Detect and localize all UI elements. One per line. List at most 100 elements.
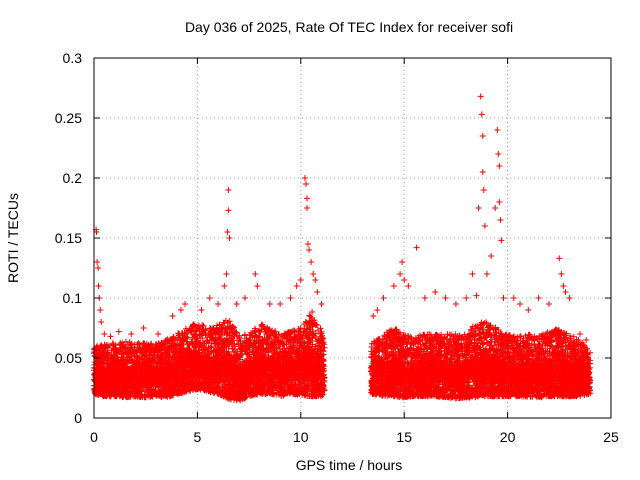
axis-ticks: 0 5 10 15 20 25 0 0.05 0.1 0.15 0.2 0.25 0.3 [55, 50, 619, 445]
roti-point [560, 283, 567, 289]
roti-point [405, 283, 412, 289]
roti-point [452, 301, 459, 307]
roti-point [308, 259, 315, 265]
roti-point [115, 328, 122, 335]
roti-point [525, 307, 532, 313]
roti-point [497, 217, 504, 223]
roti-point [483, 271, 490, 277]
roti-point [479, 169, 486, 175]
roti-point [287, 295, 294, 301]
roti-point [432, 289, 439, 295]
roti-point [421, 295, 428, 301]
roti-point [475, 205, 482, 211]
roti-point [500, 295, 507, 301]
roti-point [473, 292, 480, 299]
y-tick-label: 0.2 [63, 170, 83, 186]
roti-point [469, 271, 476, 277]
roti-point [498, 237, 505, 244]
roti-point [293, 283, 300, 289]
y-axis-label: ROTI / TECUs [5, 193, 21, 283]
data-points [93, 93, 590, 343]
x-tick-label: 15 [396, 429, 412, 445]
roti-point [390, 283, 397, 289]
roti-point [301, 175, 308, 181]
roti-point [94, 259, 101, 265]
roti-point [223, 271, 230, 277]
x-tick-label: 25 [603, 429, 619, 445]
roti-point [546, 301, 552, 307]
roti-point [177, 307, 184, 313]
roti-point [252, 271, 259, 277]
y-tick-label: 0.05 [55, 350, 82, 366]
roti-point [413, 244, 420, 251]
roti-point [480, 187, 487, 193]
roti-point [303, 181, 309, 187]
roti-point [182, 301, 188, 307]
roti-point [481, 223, 488, 229]
roti-point [463, 295, 470, 301]
x-tick-label: 5 [194, 429, 202, 445]
roti-point [95, 265, 102, 271]
roti-point [312, 277, 319, 283]
roti-point [215, 301, 222, 307]
roti-point [225, 187, 232, 193]
roti-point [479, 133, 486, 139]
x-tick-label: 20 [500, 429, 516, 445]
roti-point [233, 301, 240, 307]
roti-point [225, 207, 232, 214]
roti-point [306, 247, 313, 253]
y-tick-label: 0.1 [63, 290, 83, 306]
roti-point [224, 229, 231, 235]
roti-point [488, 253, 495, 259]
roti-point [517, 301, 523, 307]
roti-point [442, 295, 449, 301]
roti-point [399, 259, 406, 265]
roti-point [95, 283, 102, 289]
roti-point [310, 271, 317, 277]
chart-title: Day 036 of 2025, Rate Of TEC Index for r… [185, 19, 513, 35]
roti-point [305, 241, 311, 247]
roti-point [277, 301, 284, 307]
roti-point [556, 255, 563, 262]
roti-point [97, 307, 104, 313]
roti-point [566, 295, 573, 301]
roti-point-cloud [91, 309, 594, 404]
roti-point [510, 295, 517, 301]
roti-point [242, 295, 248, 301]
roti-point [496, 199, 503, 205]
roti-point [266, 301, 273, 307]
roti-point [558, 271, 565, 277]
roti-point [304, 205, 310, 211]
roti-point [374, 307, 381, 313]
roti-point [254, 283, 261, 289]
roti-point [380, 295, 387, 301]
x-axis-label: GPS time / hours [296, 457, 403, 473]
roti-point [107, 333, 114, 340]
roti-point [155, 331, 162, 337]
roti-point [128, 331, 135, 337]
roti-point [492, 205, 499, 211]
y-tick-label: 0.25 [55, 110, 82, 126]
data-band [91, 309, 594, 404]
roti-point [101, 331, 108, 337]
x-tick-label: 10 [293, 429, 309, 445]
roti-point [314, 289, 321, 295]
roti-point [98, 319, 105, 325]
roti-point [297, 277, 304, 283]
y-tick-label: 0 [74, 410, 82, 426]
roti-point [478, 111, 485, 118]
roti-point [318, 301, 325, 307]
roti-point [401, 277, 408, 283]
roti-point [397, 271, 404, 277]
roti-point [495, 151, 502, 157]
roti-point [140, 325, 147, 331]
x-tick-label: 0 [90, 429, 98, 445]
roti-point [226, 235, 233, 241]
roti-point [169, 313, 176, 319]
roti-point [535, 295, 542, 301]
roti-point [562, 289, 569, 295]
roti-point [496, 163, 503, 169]
roti-point [577, 331, 583, 337]
roti-point [198, 307, 205, 313]
roti-point [370, 313, 377, 319]
